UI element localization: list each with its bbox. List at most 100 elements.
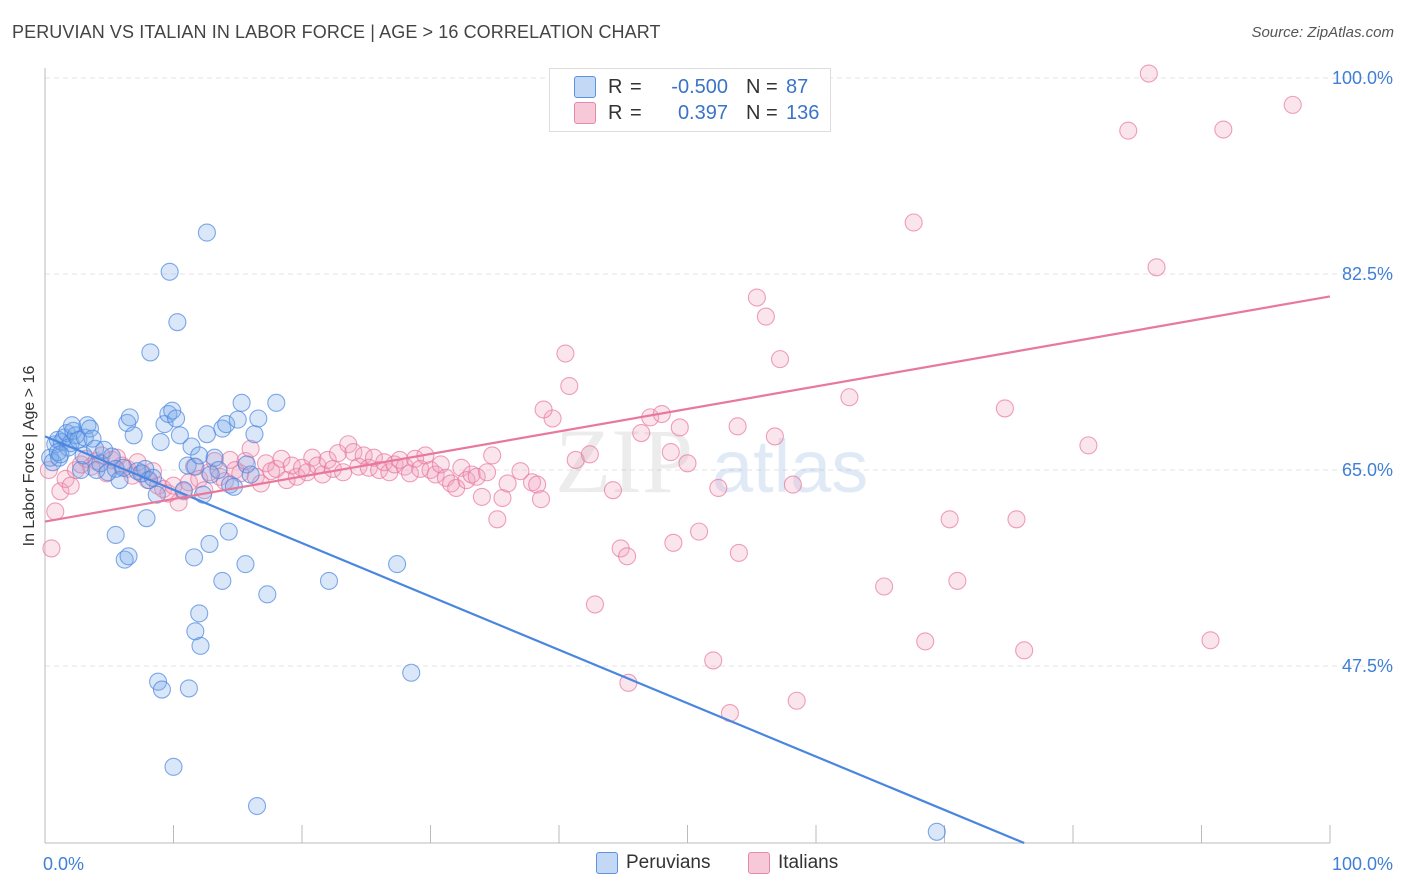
italians-point-90 bbox=[498, 474, 517, 493]
italians-point-111 bbox=[690, 522, 709, 541]
italians-point-112 bbox=[704, 651, 723, 670]
y-tick-label-3: 100.0% bbox=[1332, 68, 1393, 88]
peruvians-point-57 bbox=[228, 410, 247, 429]
tick-labels: 47.5% 65.0% 82.5% 100.0% 0.0% 100.0% bbox=[43, 68, 1393, 874]
italians-point-120 bbox=[765, 427, 784, 446]
peruvians-point-54 bbox=[217, 415, 236, 434]
italians-point-102 bbox=[603, 481, 623, 500]
peruvians-point-37 bbox=[151, 432, 170, 452]
italians-point-133 bbox=[1119, 121, 1138, 140]
italians-point-88 bbox=[488, 510, 507, 529]
peruvians-point-72 bbox=[179, 679, 198, 698]
italians-point-1 bbox=[42, 539, 61, 558]
italians-point-77 bbox=[431, 455, 450, 474]
peruvians-point-13 bbox=[71, 460, 91, 480]
peruvians-point-91 bbox=[51, 445, 70, 464]
series-italians bbox=[39, 64, 1302, 723]
italians-point-128 bbox=[948, 571, 967, 590]
italians-point-108 bbox=[664, 533, 683, 552]
italians-point-107 bbox=[661, 443, 680, 462]
italians-point-96 bbox=[556, 344, 575, 363]
italians-r-value: 0.397 bbox=[677, 101, 728, 124]
r-equals: = bbox=[630, 75, 642, 98]
peruvians-point-87 bbox=[247, 796, 267, 816]
legend-row-italians: R = 0.397 N = 136 bbox=[574, 100, 819, 126]
peruvians-point-38 bbox=[155, 415, 174, 434]
watermark-atlas: atlas bbox=[712, 425, 868, 508]
peruvians-point-47 bbox=[190, 446, 209, 465]
italians-point-119 bbox=[770, 350, 790, 369]
r-equals: = bbox=[630, 101, 642, 124]
italians-point-84 bbox=[467, 467, 486, 486]
peruvians-point-82 bbox=[258, 585, 277, 604]
watermark: ZIP atlas bbox=[555, 410, 868, 512]
italians-point-101 bbox=[618, 547, 637, 566]
peruvians-point-16 bbox=[78, 416, 97, 435]
italians-legend-label: Italians bbox=[778, 852, 839, 873]
source-label: Source: ZipAtlas.com bbox=[1251, 24, 1394, 41]
italians-point-85 bbox=[472, 487, 491, 506]
italians-point-87 bbox=[483, 446, 502, 465]
italians-point-99 bbox=[580, 445, 599, 464]
peruvians-point-78 bbox=[191, 636, 210, 655]
r-label: R bbox=[608, 75, 623, 98]
peruvians-point-89 bbox=[927, 822, 946, 841]
italians-point-118 bbox=[756, 307, 775, 326]
n-label: N = bbox=[746, 75, 778, 98]
chart-title: PERUVIAN VS ITALIAN IN LABOR FORCE | AGE… bbox=[12, 22, 661, 42]
peruvians-point-88 bbox=[197, 223, 216, 242]
italians-point-117 bbox=[747, 288, 766, 307]
italians-point-126 bbox=[916, 632, 935, 651]
gridlines bbox=[45, 77, 1385, 667]
italians-point-2 bbox=[46, 502, 65, 521]
peruvians-point-84 bbox=[402, 663, 421, 682]
peruvians-point-81 bbox=[236, 555, 255, 574]
italians-point-124 bbox=[875, 577, 894, 596]
x-tick-label-0: 0.0% bbox=[43, 854, 84, 874]
italians-point-109 bbox=[670, 418, 689, 437]
italians-point-36 bbox=[220, 450, 240, 469]
y-tick-label-0: 47.5% bbox=[1342, 656, 1393, 676]
r-label: R bbox=[608, 101, 623, 124]
italians-point-130 bbox=[1015, 641, 1034, 660]
peruvians-r-value: -0.500 bbox=[671, 75, 728, 98]
italians-point-110 bbox=[678, 454, 697, 473]
italians-point-58 bbox=[334, 463, 353, 482]
italians-point-76 bbox=[426, 465, 445, 484]
peruvians-point-79 bbox=[213, 571, 232, 590]
italians-point-127 bbox=[940, 510, 959, 529]
trend-lines bbox=[44, 295, 1331, 845]
italians-point-140 bbox=[534, 400, 553, 419]
italians-point-137 bbox=[1214, 120, 1233, 139]
italians-point-136 bbox=[1201, 631, 1220, 650]
italians-swatch bbox=[574, 102, 596, 124]
peruvians-point-90 bbox=[48, 443, 67, 462]
peruvians-point-76 bbox=[200, 534, 219, 553]
italians-point-122 bbox=[787, 691, 806, 710]
italians-point-89 bbox=[493, 488, 512, 508]
bottom-legend-italians: Italians bbox=[748, 852, 838, 874]
peruvians-point-63 bbox=[106, 525, 125, 545]
peruvians-point-36 bbox=[147, 485, 166, 504]
italians-point-71 bbox=[400, 464, 419, 483]
peruvians-point-70 bbox=[185, 548, 204, 567]
italians-point-57 bbox=[328, 444, 348, 463]
italians-point-115 bbox=[728, 417, 747, 436]
peruvians-point-74 bbox=[152, 680, 171, 699]
peruvians-point-42 bbox=[170, 426, 189, 445]
italians-legend-swatch bbox=[748, 852, 770, 874]
italians-point-6 bbox=[66, 460, 85, 480]
italians-point-55 bbox=[318, 450, 337, 469]
italians-point-116 bbox=[729, 543, 748, 562]
peruvians-point-22 bbox=[95, 440, 114, 459]
peruvians-point-59 bbox=[237, 455, 256, 474]
peruvians-point-80 bbox=[219, 522, 238, 541]
legend-row-peruvians: R = -0.500 N = 87 bbox=[574, 74, 808, 100]
peruvians-point-68 bbox=[160, 262, 179, 281]
peruvians-point-75 bbox=[164, 757, 183, 776]
peruvians-legend-swatch bbox=[596, 852, 618, 874]
peruvians-point-49 bbox=[197, 425, 216, 444]
italians-point-60 bbox=[344, 443, 363, 462]
peruvians-point-29 bbox=[120, 408, 139, 427]
peruvians-point-58 bbox=[232, 393, 251, 412]
